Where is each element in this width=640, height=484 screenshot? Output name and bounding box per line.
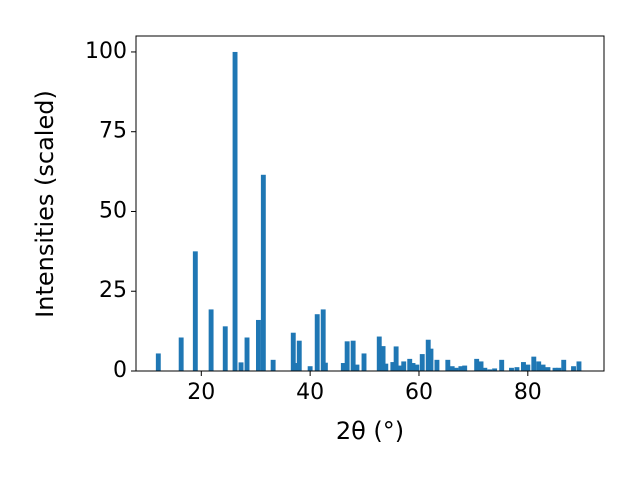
bar [458, 366, 464, 371]
bar [393, 346, 399, 371]
x-tick-label: 20 [187, 380, 215, 405]
bar [445, 359, 451, 371]
bar [155, 353, 161, 371]
bar [478, 361, 484, 371]
bar [531, 356, 537, 371]
bar [192, 251, 198, 371]
bar [482, 367, 488, 371]
y-tick-label: 0 [113, 358, 127, 383]
bar [425, 339, 431, 371]
bar [350, 340, 356, 371]
bar [290, 332, 296, 371]
x-tick-label: 80 [514, 380, 542, 405]
bar [354, 364, 360, 371]
bar [397, 365, 403, 371]
bar [571, 366, 576, 371]
y-axis-label: Intensities (scaled) [31, 90, 59, 318]
bar [492, 368, 498, 371]
bar [407, 358, 413, 371]
bar [536, 361, 542, 371]
y-tick-label: 50 [99, 198, 127, 223]
bar [540, 364, 546, 371]
bar [208, 309, 214, 371]
bar [401, 361, 407, 371]
plot-frame [135, 35, 605, 372]
bar [545, 367, 551, 371]
bar [525, 364, 531, 371]
y-tick-label: 100 [85, 39, 127, 64]
bar [244, 337, 250, 371]
bar [462, 365, 468, 371]
bar [380, 346, 386, 371]
x-tick-label: 40 [296, 380, 324, 405]
bar [322, 362, 328, 371]
x-tick-label: 60 [405, 380, 433, 405]
bar [509, 367, 514, 371]
bar [419, 354, 425, 371]
bar [434, 359, 440, 371]
bar [556, 367, 562, 371]
bar [320, 309, 326, 371]
bar [361, 353, 367, 371]
bar [293, 363, 299, 371]
bar [383, 363, 389, 371]
bar [232, 51, 238, 371]
bar [552, 367, 558, 371]
bar [390, 362, 396, 371]
bar [414, 364, 420, 371]
y-tick-label: 25 [99, 278, 127, 303]
y-tick-label: 75 [99, 119, 127, 144]
bar [314, 314, 320, 371]
bar [307, 366, 313, 371]
bar [474, 358, 480, 371]
bar [222, 326, 228, 371]
bar [178, 337, 184, 371]
bar [561, 359, 567, 371]
bar [428, 348, 434, 371]
bar [260, 174, 266, 371]
bar [255, 319, 261, 371]
bar [521, 362, 526, 371]
bar [296, 340, 302, 371]
bar [410, 363, 416, 371]
bar [238, 362, 244, 371]
bar [487, 369, 493, 371]
bar [376, 336, 382, 371]
bar [449, 366, 455, 371]
bar [576, 361, 582, 371]
bar [344, 341, 350, 371]
bar [499, 359, 505, 371]
bar [514, 367, 520, 371]
bar [270, 359, 276, 371]
bar [340, 363, 346, 371]
bar [453, 367, 459, 371]
x-axis-label: 2θ (°) [336, 417, 404, 445]
